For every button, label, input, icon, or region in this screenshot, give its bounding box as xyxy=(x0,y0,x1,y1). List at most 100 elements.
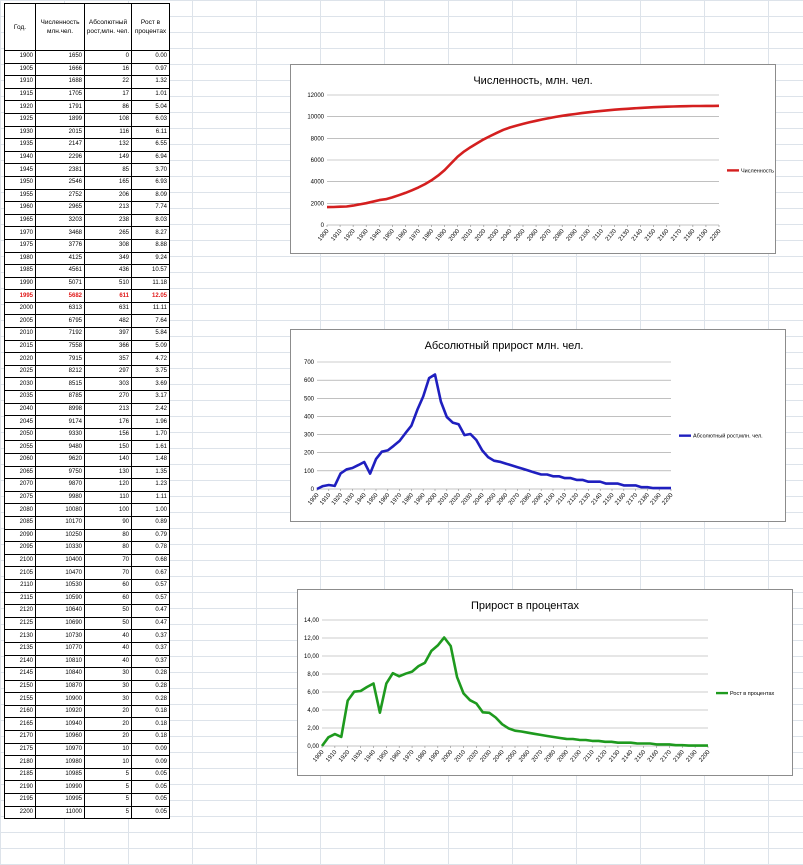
cell-absolute-growth: 70 xyxy=(84,553,132,568)
table-row: 2190 10990 5 0.05 xyxy=(4,780,170,795)
cell-year: 2190 xyxy=(4,780,36,795)
cell-percent-growth: 0.79 xyxy=(131,528,170,543)
cell-percent-growth: 0.18 xyxy=(131,704,170,719)
x-tick-label: 2100 xyxy=(579,228,593,243)
table-row: 1945 2381 85 3.70 xyxy=(4,163,170,177)
cell-year: 2165 xyxy=(4,717,36,732)
cell-percent-growth: 0.57 xyxy=(131,591,170,606)
table-row: 2160 10920 20 0.18 xyxy=(4,704,170,719)
chart-title: Прирост в процентах xyxy=(471,600,579,612)
x-tick-label: 1930 xyxy=(351,749,365,764)
cell-population: 10170 xyxy=(35,515,85,530)
cell-absolute-growth: 110 xyxy=(84,490,132,505)
header-absolute-growth: Абсолютный рост,млн. чел. xyxy=(84,3,132,51)
cell-year: 2030 xyxy=(4,377,36,392)
cell-percent-growth: 0.57 xyxy=(131,578,170,593)
y-tick-label: 8000 xyxy=(311,136,325,142)
x-tick-label: 2070 xyxy=(539,228,553,243)
cell-percent-growth: 0.97 xyxy=(131,62,170,77)
cell-population: 10690 xyxy=(35,616,85,631)
table-row: 2060 9620 140 1.48 xyxy=(4,453,170,467)
cell-percent-growth: 0.00 xyxy=(131,50,170,64)
x-tick-label: 1910 xyxy=(325,749,339,764)
population-chart[interactable]: Численность, млн. чел. 0 2000 4000 6000 8000 1… xyxy=(290,64,776,254)
cell-population: 10640 xyxy=(35,604,85,618)
absolute-growth-chart[interactable]: Абсолютный прирост млн. чел. 0 100 200 300 40… xyxy=(290,329,786,522)
table-row: 2130 10730 40 0.37 xyxy=(4,629,170,643)
cell-percent-growth: 0.89 xyxy=(131,515,170,530)
cell-year: 1900 xyxy=(4,50,36,64)
y-tick-label: 10,00 xyxy=(304,654,320,660)
legend-label: Численность xyxy=(741,168,774,174)
cell-population: 1650 xyxy=(35,50,85,64)
cell-absolute-growth: 303 xyxy=(84,377,132,392)
cell-percent-growth: 5.84 xyxy=(131,327,170,341)
cell-year: 2155 xyxy=(4,692,36,706)
x-tick-label: 2030 xyxy=(480,749,494,764)
cell-percent-growth: 6.94 xyxy=(131,150,170,165)
cell-population: 10730 xyxy=(35,629,85,643)
cell-population: 4125 xyxy=(35,251,85,266)
x-tick-label: 1990 xyxy=(428,749,442,764)
x-tick-label: 2120 xyxy=(595,749,609,764)
table-row: 2030 8515 303 3.69 xyxy=(4,377,170,392)
cell-population: 2296 xyxy=(35,150,85,165)
y-tick-label: 12000 xyxy=(307,93,324,99)
y-tick-label: 4000 xyxy=(311,180,325,186)
x-tick-label: 1940 xyxy=(355,492,369,507)
cell-year: 2145 xyxy=(4,667,36,681)
cell-year: 1945 xyxy=(4,163,36,177)
cell-population: 10470 xyxy=(35,566,85,580)
cell-absolute-growth: 22 xyxy=(84,75,132,89)
series-line[interactable] xyxy=(316,373,671,491)
cell-absolute-growth: 238 xyxy=(84,213,132,228)
cell-year: 2010 xyxy=(4,327,36,341)
cell-percent-growth: 8.09 xyxy=(131,188,170,203)
cell-year: 1930 xyxy=(4,125,36,140)
cell-population: 2015 xyxy=(35,125,85,140)
cell-population: 9980 xyxy=(35,490,85,505)
series-line[interactable] xyxy=(320,636,708,747)
cell-year: 2065 xyxy=(4,465,36,480)
x-tick-label: 2110 xyxy=(592,228,605,242)
x-tick-label: 2120 xyxy=(567,492,581,507)
table-row: 2185 10985 5 0.05 xyxy=(4,767,170,782)
cell-year: 1960 xyxy=(4,201,36,215)
cell-percent-growth: 0.47 xyxy=(131,616,170,631)
x-tick-label: 2150 xyxy=(644,228,658,243)
x-tick-label: 1940 xyxy=(364,749,378,764)
x-tick-label: 2080 xyxy=(520,492,534,507)
cell-population: 7192 xyxy=(35,327,85,341)
cell-absolute-growth: 436 xyxy=(84,264,132,278)
cell-absolute-growth: 10 xyxy=(84,755,132,769)
percent-growth-chart[interactable]: Прирост в процентах 0,00 2,00 4,00 6,00 8,00 1… xyxy=(297,589,793,776)
y-tick-label: 400 xyxy=(304,414,315,420)
y-tick-label: 4,00 xyxy=(307,708,319,714)
x-tick-label: 1950 xyxy=(383,228,397,243)
cell-percent-growth: 1.35 xyxy=(131,465,170,480)
series-line[interactable] xyxy=(326,104,720,209)
cell-percent-growth: 4.72 xyxy=(131,352,170,366)
cell-year: 2140 xyxy=(4,654,36,669)
cell-absolute-growth: 90 xyxy=(84,515,132,530)
cell-year: 1990 xyxy=(4,276,36,291)
cell-percent-growth: 6.03 xyxy=(131,112,170,127)
cell-year: 2080 xyxy=(4,503,36,517)
cell-absolute-growth: 50 xyxy=(84,604,132,618)
cell-percent-growth: 8.03 xyxy=(131,213,170,228)
cell-year: 1950 xyxy=(4,175,36,190)
x-tick-label: 2140 xyxy=(631,228,645,243)
table-row: 2105 10470 70 0.67 xyxy=(4,566,170,580)
y-tick-label: 6000 xyxy=(311,158,325,164)
cell-year: 2170 xyxy=(4,730,36,744)
cell-percent-growth: 6.55 xyxy=(131,138,170,152)
cell-population: 2546 xyxy=(35,175,85,190)
cell-percent-growth: 10.57 xyxy=(131,264,170,278)
x-tick-label: 2050 xyxy=(513,228,527,243)
cell-percent-growth: 1.70 xyxy=(131,427,170,442)
cell-percent-growth: 8.27 xyxy=(131,226,170,240)
cell-year: 2160 xyxy=(4,704,36,719)
cell-percent-growth: 1.61 xyxy=(131,440,170,454)
cell-year: 1985 xyxy=(4,264,36,278)
table-row: 1970 3468 265 8.27 xyxy=(4,226,170,240)
